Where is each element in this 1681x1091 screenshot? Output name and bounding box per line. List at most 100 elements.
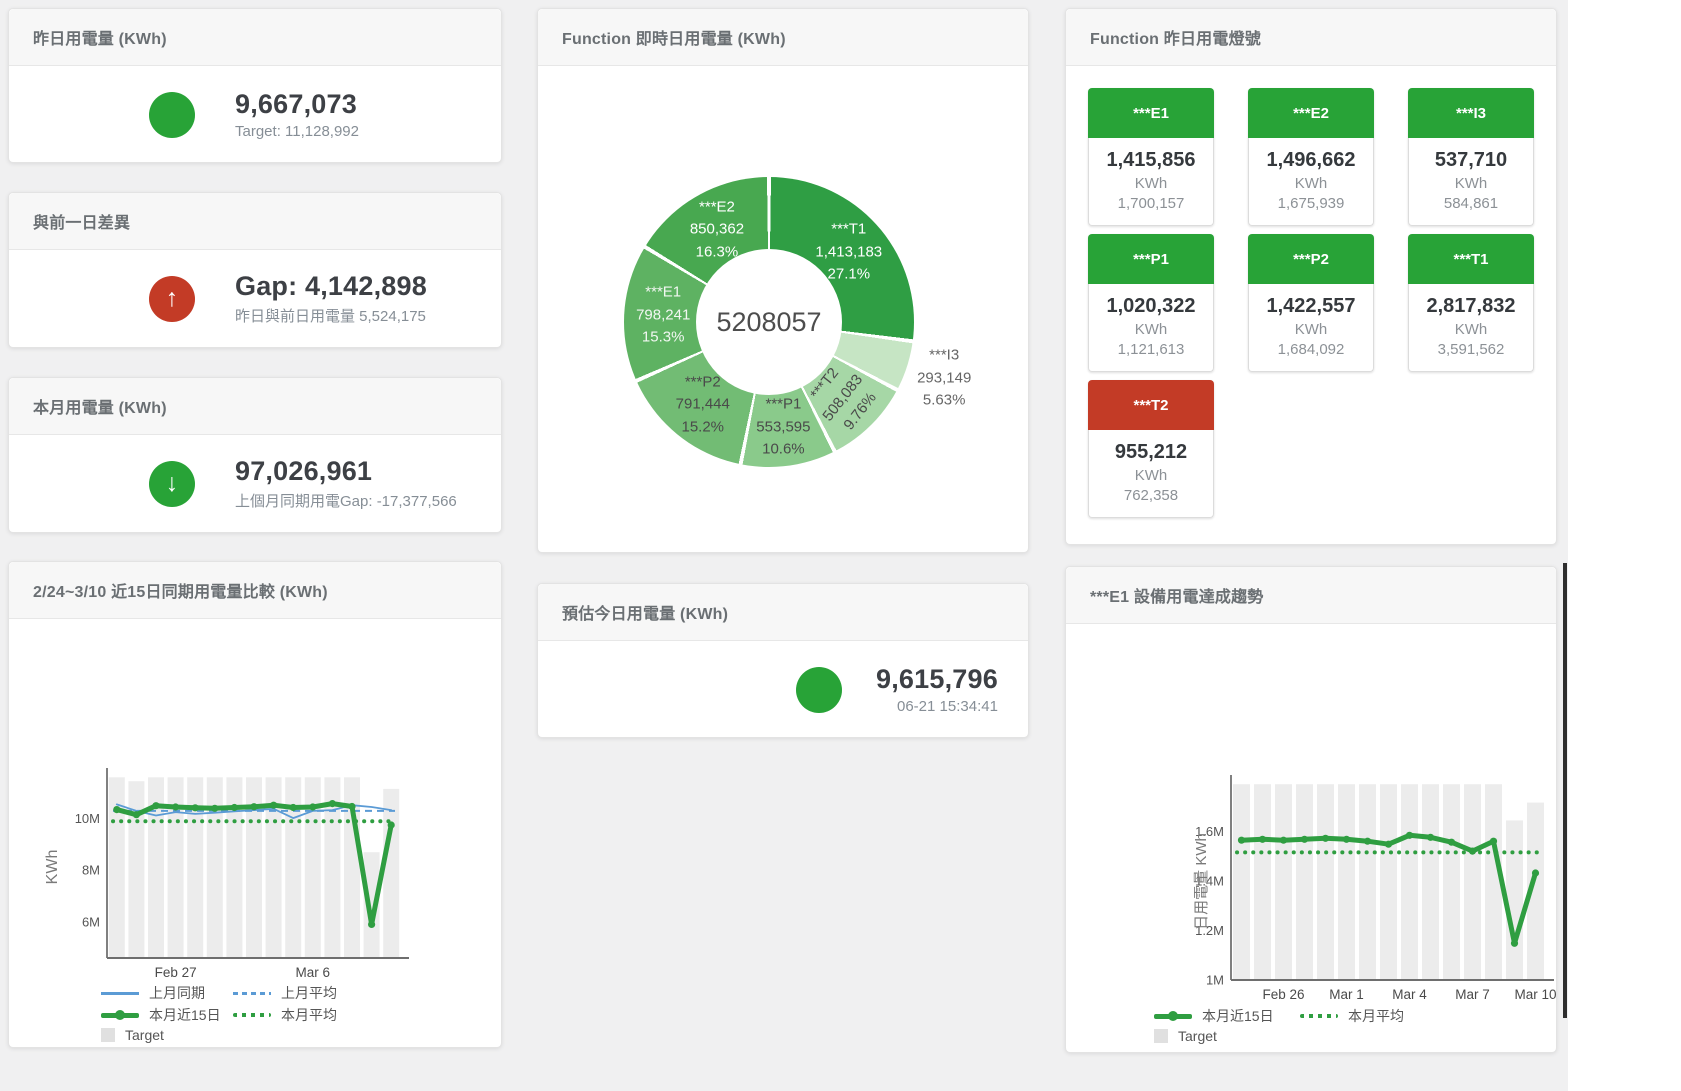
y-axis-label: KWh	[44, 850, 61, 885]
target-bar	[1485, 784, 1502, 980]
status-tile-I3: ***I3 537,710 KWh 584,861	[1408, 88, 1534, 226]
data-point	[172, 803, 180, 811]
trend-chart-legend: 本月近15日 本月平均 Target	[1066, 1006, 1556, 1044]
tile-unit: KWh	[1134, 467, 1168, 484]
data-point	[1237, 836, 1246, 844]
x-tick-label: Feb 26	[1262, 987, 1304, 1002]
target-bar	[1296, 784, 1313, 980]
data-point	[1363, 837, 1372, 845]
legend-item-Target[interactable]: Target	[1154, 1028, 1300, 1044]
card-today-estimate: 預估今日用電量 (KWh) 9,615,796 06-21 15:34:41	[537, 583, 1029, 738]
data-point	[1384, 840, 1393, 848]
tile-value: 955,212	[1114, 441, 1188, 463]
tile-value: 1,496,662	[1266, 149, 1356, 171]
legend-label: 本月平均	[281, 1007, 337, 1023]
card-15day-comparison-chart: 2/24~3/10 近15日同期用電量比較 (KWh) 6M 8M 10M Feb 2…	[8, 561, 502, 1048]
data-point	[1531, 869, 1540, 877]
card-day-gap-body: ↑ Gap: 4,142,898 昨日與前日用電量 5,524,175	[9, 250, 501, 347]
data-point	[230, 803, 238, 812]
data-point	[211, 804, 219, 812]
donut-center-total: 5208057	[716, 306, 822, 337]
trend-chart-title: ***E1 設備用電達成趨勢	[1090, 589, 1264, 606]
legend-item-本月平均[interactable]: 本月平均	[233, 1005, 365, 1025]
y-tick-label: 1.4M	[1195, 873, 1224, 888]
tile-label: ***T1	[1408, 234, 1534, 284]
legend-item-本月近15日[interactable]: 本月近15日	[101, 1005, 233, 1025]
legend-item-Target[interactable]: Target	[101, 1027, 233, 1043]
data-point	[1342, 835, 1351, 843]
card-month-usage-body: ↓ 97,026,961 上個月同期用電Gap: -17,377,566	[9, 435, 501, 532]
card-day-gap-title: 與前一日差異	[33, 215, 131, 232]
donut-label-E2: ***E2 850,362 16.3%	[689, 197, 745, 260]
legend-row: Target	[101, 1027, 501, 1043]
legend-swatch-icon	[233, 1013, 271, 1017]
tile-unit: KWh	[1454, 321, 1488, 338]
legend-label: Target	[1178, 1028, 1217, 1044]
data-point	[191, 804, 199, 812]
y-axis-label: 日用電量 KWh	[1193, 833, 1210, 930]
legend-swatch-icon	[101, 991, 139, 995]
target-bar	[265, 777, 282, 958]
tile-target: 762,358	[1123, 487, 1179, 504]
data-point	[1447, 838, 1456, 846]
legend-item-本月平均[interactable]: 本月平均	[1300, 1006, 1446, 1026]
legend-item-本月近15日[interactable]: 本月近15日	[1154, 1006, 1300, 1026]
x-tick-label: Mar 10	[1514, 987, 1556, 1002]
card-month-usage-title: 本月用電量 (KWh)	[33, 400, 167, 417]
card-yesterday-header: 昨日用電量 (KWh)	[9, 9, 501, 66]
tile-body: 955,212 KWh 762,358	[1088, 430, 1214, 518]
legend-label: 上月同期	[149, 985, 205, 1001]
tile-label: ***E2	[1248, 88, 1374, 138]
x-tick-label: Mar 6	[296, 965, 331, 980]
data-point	[1405, 831, 1414, 839]
donut-card-body: 5208057 ***T1 1,413,183 27.1% ***I3 293,149 5.…	[538, 66, 1028, 553]
legend-item-上月同期[interactable]: 上月同期	[101, 983, 233, 1003]
arrow-up-circle-icon: ↑	[149, 275, 195, 322]
target-bar	[226, 777, 243, 958]
trend-chart-plot[interactable]: 1M 1.2M 1.4M 1.6M Feb 26 Mar 1 Mar 4 Mar 7 Mar 1…	[1066, 624, 1558, 1004]
legend-label: Target	[125, 1027, 164, 1043]
tile-target: 1,121,613	[1117, 341, 1185, 358]
tile-unit: KWh	[1134, 321, 1168, 338]
donut-chart[interactable]: 5208057 ***T1 1,413,183 27.1% ***I3 293,149 5.…	[624, 177, 971, 467]
donut-card-title: Function 即時日用電量 (KWh)	[562, 31, 786, 48]
comparison-chart-legend: 上月同期 上月平均 本月近15日 本月平均 Target	[9, 983, 501, 1043]
card-realtime-donut: Function 即時日用電量 (KWh) 5208057 ***T1 1,413,…	[537, 8, 1029, 553]
tile-body: 1,422,557 KWh 1,684,092	[1248, 284, 1374, 372]
status-tile-T1: ***T1 2,817,832 KWh 3,591,562	[1408, 234, 1534, 372]
tile-body: 1,415,856 KWh 1,700,157	[1088, 138, 1214, 226]
target-bar	[128, 781, 145, 958]
target-bar	[383, 788, 400, 958]
x-tick-label: Mar 1	[1329, 987, 1364, 1002]
estimate-value: 9,615,796	[876, 664, 998, 694]
data-point	[348, 802, 356, 811]
status-tile-E1: ***E1 1,415,856 KWh 1,700,157	[1088, 88, 1214, 226]
page-right-gutter	[1568, 0, 1681, 1091]
data-point	[328, 800, 336, 808]
tile-target: 1,684,092	[1277, 341, 1345, 358]
estimate-card-body: 9,615,796 06-21 15:34:41	[538, 641, 1028, 738]
target-bar	[1443, 784, 1460, 980]
legend-swatch-icon	[1300, 1014, 1338, 1018]
target-bar	[1401, 784, 1418, 980]
comparison-chart-plot[interactable]: 6M 8M 10M Feb 27 Mar 6 KWh	[9, 619, 501, 981]
tile-target: 3,591,562	[1437, 341, 1505, 358]
target-bar	[1254, 784, 1271, 980]
scrollbar[interactable]	[1563, 563, 1567, 1018]
legend-item-上月平均[interactable]: 上月平均	[233, 983, 365, 1003]
data-point	[387, 821, 395, 829]
lights-card-title: Function 昨日用電燈號	[1090, 31, 1261, 48]
comparison-chart-body: 6M 8M 10M Feb 27 Mar 6 KWh 上月同期 上月平均 本月近15日 本月平均…	[9, 619, 501, 1043]
target-bar	[324, 777, 341, 958]
tile-target: 584,861	[1443, 195, 1499, 212]
card-yesterday-body: 9,667,073 Target: 11,128,992	[9, 66, 501, 163]
donut-hole	[696, 249, 842, 395]
month-usage-value: 97,026,961	[235, 456, 373, 486]
yesterday-usage-value: 9,667,073	[235, 89, 357, 119]
data-point	[270, 801, 278, 809]
tile-unit: KWh	[1294, 175, 1328, 192]
legend-label: 本月平均	[1348, 1008, 1404, 1024]
target-bar	[285, 777, 302, 958]
day-gap-value: Gap: 4,142,898	[235, 271, 427, 301]
comparison-chart-title: 2/24~3/10 近15日同期用電量比較 (KWh)	[33, 584, 328, 601]
